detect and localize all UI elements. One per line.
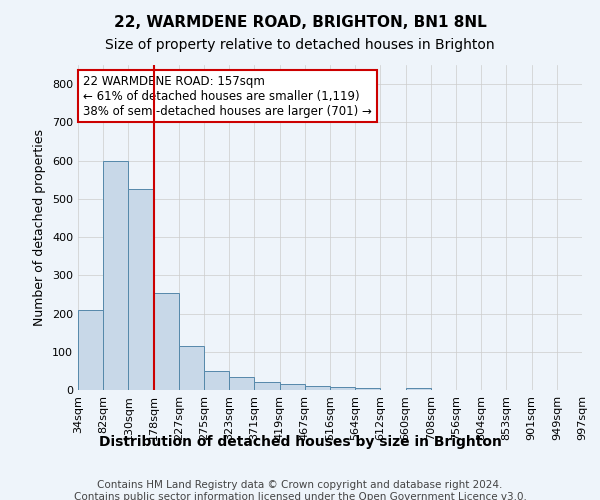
- Bar: [103, 160, 128, 390]
- Bar: [154, 292, 179, 390]
- Bar: [204, 371, 229, 390]
- Text: Size of property relative to detached houses in Brighton: Size of property relative to detached ho…: [105, 38, 495, 52]
- Text: 22 WARMDENE ROAD: 157sqm
← 61% of detached houses are smaller (1,119)
38% of sem: 22 WARMDENE ROAD: 157sqm ← 61% of detach…: [83, 74, 372, 118]
- Bar: [128, 190, 154, 390]
- Bar: [179, 346, 204, 390]
- Bar: [355, 388, 380, 390]
- Bar: [280, 384, 305, 390]
- Bar: [330, 387, 355, 390]
- Text: Distribution of detached houses by size in Brighton: Distribution of detached houses by size …: [98, 435, 502, 449]
- Bar: [305, 386, 330, 390]
- Text: Contains HM Land Registry data © Crown copyright and database right 2024.
Contai: Contains HM Land Registry data © Crown c…: [74, 480, 526, 500]
- Bar: [229, 376, 254, 390]
- Bar: [406, 388, 431, 390]
- Bar: [254, 382, 280, 390]
- Bar: [78, 310, 103, 390]
- Y-axis label: Number of detached properties: Number of detached properties: [34, 129, 46, 326]
- Text: 22, WARMDENE ROAD, BRIGHTON, BN1 8NL: 22, WARMDENE ROAD, BRIGHTON, BN1 8NL: [113, 15, 487, 30]
